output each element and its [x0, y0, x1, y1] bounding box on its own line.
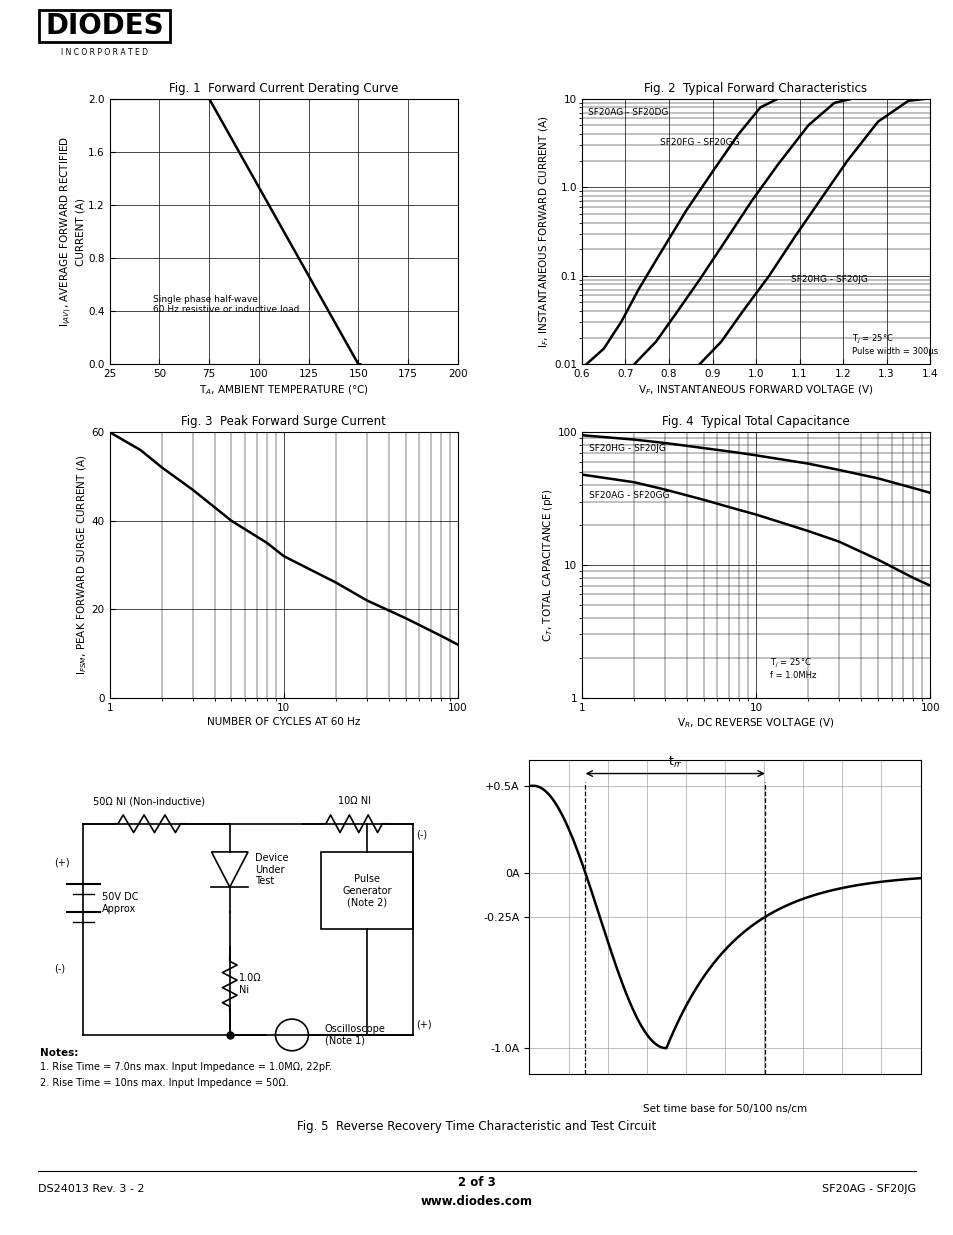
- X-axis label: V$_R$, DC REVERSE VOLTAGE (V): V$_R$, DC REVERSE VOLTAGE (V): [677, 716, 834, 730]
- X-axis label: T$_A$, AMBIENT TEMPERATURE (°C): T$_A$, AMBIENT TEMPERATURE (°C): [198, 383, 369, 396]
- Y-axis label: I$_{FSM}$, PEAK FORWARD SURGE CURRENT (A): I$_{FSM}$, PEAK FORWARD SURGE CURRENT (A…: [75, 454, 89, 676]
- Text: Fig. 5  Reverse Recovery Time Characteristic and Test Circuit: Fig. 5 Reverse Recovery Time Characteris…: [297, 1120, 656, 1132]
- Text: DS24013 Rev. 3 - 2: DS24013 Rev. 3 - 2: [38, 1184, 145, 1194]
- FancyBboxPatch shape: [321, 852, 412, 930]
- Text: (-): (-): [54, 963, 65, 973]
- Text: (-): (-): [416, 830, 427, 840]
- Text: 50V DC
Approx: 50V DC Approx: [102, 892, 138, 914]
- Text: 2 of 3: 2 of 3: [457, 1176, 496, 1188]
- Title: Fig. 4  Typical Total Capacitance: Fig. 4 Typical Total Capacitance: [661, 415, 849, 429]
- Y-axis label: I$_{(AV)}$, AVERAGE FORWARD RECTIFIED
CURRENT (A): I$_{(AV)}$, AVERAGE FORWARD RECTIFIED CU…: [58, 136, 86, 327]
- Text: ™: ™: [163, 9, 170, 15]
- Title: Fig. 1  Forward Current Derating Curve: Fig. 1 Forward Current Derating Curve: [169, 82, 398, 95]
- FancyBboxPatch shape: [39, 10, 171, 42]
- Text: www.diodes.com: www.diodes.com: [420, 1195, 533, 1208]
- Text: Oscilloscope
(Note 1): Oscilloscope (Note 1): [324, 1024, 385, 1046]
- Text: T$_j$ = 25°C
Pulse width = 300μs: T$_j$ = 25°C Pulse width = 300μs: [851, 332, 937, 356]
- Text: 1. Rise Time = 7.0ns max. Input Impedance = 1.0MΩ, 22pF.: 1. Rise Time = 7.0ns max. Input Impedanc…: [39, 1062, 332, 1072]
- Text: 10Ω NI: 10Ω NI: [337, 797, 370, 806]
- Text: 1.0Ω
Ni: 1.0Ω Ni: [238, 973, 261, 994]
- X-axis label: NUMBER OF CYCLES AT 60 Hz: NUMBER OF CYCLES AT 60 Hz: [207, 716, 360, 727]
- Title: Fig. 2  Typical Forward Characteristics: Fig. 2 Typical Forward Characteristics: [644, 82, 866, 95]
- Text: 50Ω NI (Non-inductive): 50Ω NI (Non-inductive): [93, 797, 205, 806]
- Text: SF20AG - SF20JG: SF20AG - SF20JG: [821, 1184, 915, 1194]
- Text: SF20AG - SF20DG: SF20AG - SF20DG: [588, 109, 668, 117]
- Text: Notes:: Notes:: [39, 1049, 78, 1058]
- Text: DIODES: DIODES: [46, 12, 164, 40]
- Y-axis label: I$_F$, INSTANTANEOUS FORWARD CURRENT (A): I$_F$, INSTANTANEOUS FORWARD CURRENT (A): [537, 115, 551, 348]
- Text: SF20HG - SF20JG: SF20HG - SF20JG: [790, 275, 867, 284]
- Text: I N C O R P O R A T E D: I N C O R P O R A T E D: [61, 48, 149, 57]
- Text: Single phase half-wave
60 Hz resistive or inductive load: Single phase half-wave 60 Hz resistive o…: [153, 295, 299, 314]
- Text: Device
Under
Test: Device Under Test: [255, 853, 289, 885]
- Text: T$_j$ = 25°C
f = 1.0MHz: T$_j$ = 25°C f = 1.0MHz: [769, 657, 816, 680]
- Title: Fig. 3  Peak Forward Surge Current: Fig. 3 Peak Forward Surge Current: [181, 415, 386, 429]
- Text: Pulse
Generator
(Note 2): Pulse Generator (Note 2): [342, 874, 392, 908]
- Text: SF20FG - SF20GG: SF20FG - SF20GG: [659, 138, 740, 147]
- Text: (+): (+): [416, 1020, 432, 1030]
- Text: SF20AG - SF20GG: SF20AG - SF20GG: [589, 492, 669, 500]
- Y-axis label: C$_T$, TOTAL CAPACITANCE (pF): C$_T$, TOTAL CAPACITANCE (pF): [540, 488, 554, 642]
- Text: t$_{rr}$: t$_{rr}$: [667, 755, 681, 771]
- Text: 2. Rise Time = 10ns max. Input Impedance = 50Ω.: 2. Rise Time = 10ns max. Input Impedance…: [39, 1078, 288, 1088]
- Text: Set time base for 50/100 ns/cm: Set time base for 50/100 ns/cm: [642, 1104, 806, 1114]
- X-axis label: V$_F$, INSTANTANEOUS FORWARD VOLTAGE (V): V$_F$, INSTANTANEOUS FORWARD VOLTAGE (V): [638, 383, 873, 396]
- Text: (+): (+): [54, 858, 70, 868]
- Text: SF20HG - SF20JG: SF20HG - SF20JG: [589, 445, 665, 453]
